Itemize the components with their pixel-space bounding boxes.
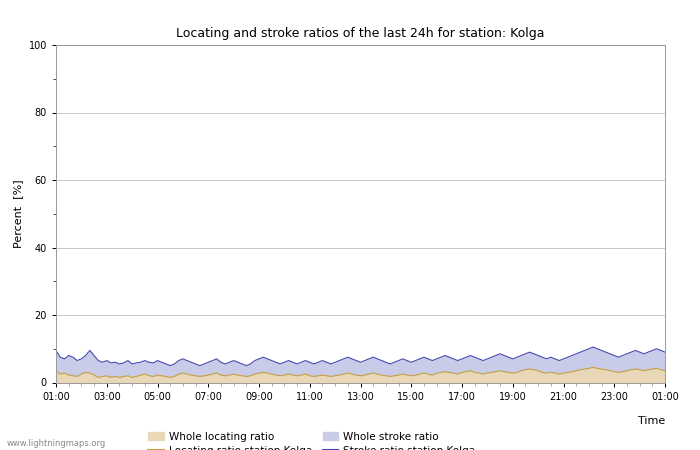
Legend: Whole locating ratio, Locating ratio station Kolga, Whole stroke ratio, Stroke r: Whole locating ratio, Locating ratio sta… [148, 432, 475, 450]
Y-axis label: Percent  [%]: Percent [%] [13, 180, 23, 248]
Title: Locating and stroke ratios of the last 24h for station: Kolga: Locating and stroke ratios of the last 2… [176, 27, 545, 40]
Text: www.lightningmaps.org: www.lightningmaps.org [7, 439, 106, 448]
Text: Time: Time [638, 416, 665, 426]
